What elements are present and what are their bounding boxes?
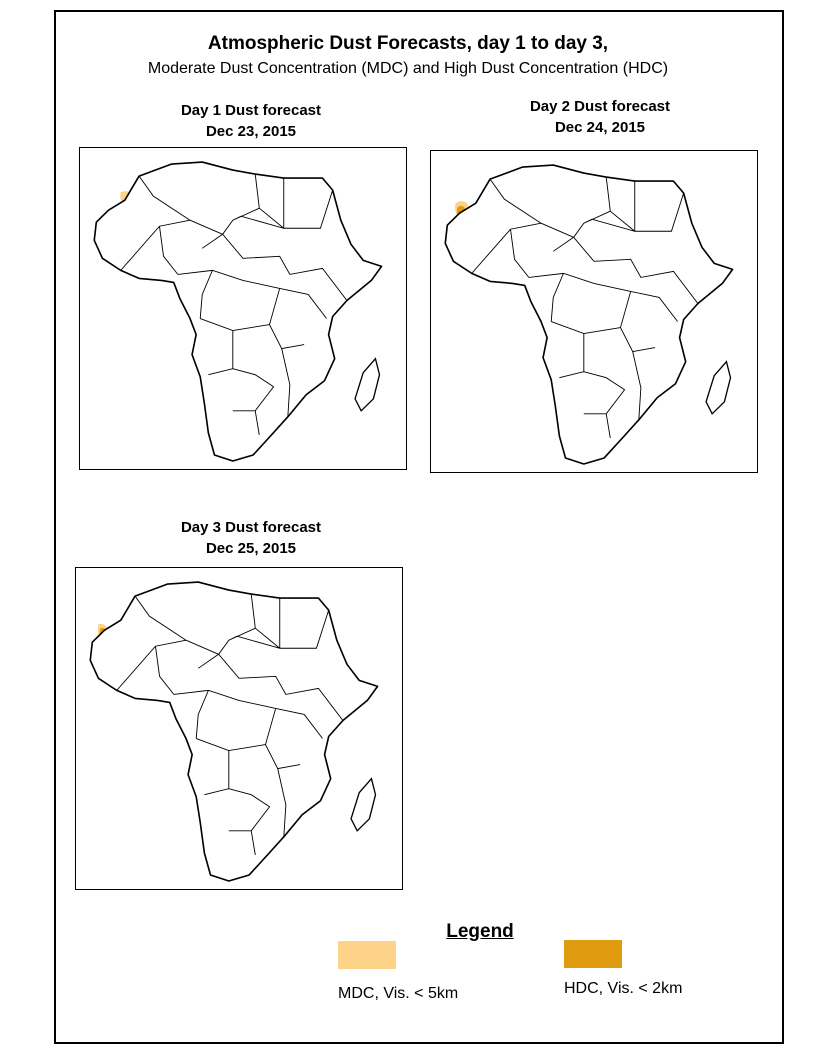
mdc-legend-label: MDC, Vis. < 5km xyxy=(338,985,459,1002)
day-2-map xyxy=(430,150,758,473)
panel-2-title: Day 2 Dust forecast Dec 24, 2015 xyxy=(430,96,770,138)
panel-2-heading: Day 2 Dust forecast xyxy=(529,98,671,115)
africa-outline xyxy=(444,164,734,465)
panel-3-date: Dec 25, 2015 xyxy=(205,540,297,557)
panel-3-title: Day 3 Dust forecast Dec 25, 2015 xyxy=(80,517,422,559)
day-3-africa-map xyxy=(89,581,379,882)
africa-outline xyxy=(89,581,379,882)
africa-outline xyxy=(93,161,383,462)
hdc-legend-label: HDC, Vis. < 2km xyxy=(564,980,683,997)
page-frame xyxy=(54,10,784,1044)
panel-3-heading: Day 3 Dust forecast xyxy=(180,519,322,536)
day-3-map xyxy=(75,567,403,890)
legend-title: Legend xyxy=(446,921,514,942)
page-title: Atmospheric Dust Forecasts, day 1 to day… xyxy=(207,33,609,54)
day-2-africa-map xyxy=(444,164,734,465)
day-1-africa-map xyxy=(93,161,383,462)
panel-1-title: Day 1 Dust forecast Dec 23, 2015 xyxy=(80,100,422,142)
panel-1-date: Dec 23, 2015 xyxy=(205,123,297,140)
hdc-legend-swatch xyxy=(564,940,622,968)
mdc-legend-swatch xyxy=(338,941,396,969)
page-subtitle: Moderate Dust Concentration (MDC) and Hi… xyxy=(147,60,669,77)
day-1-map xyxy=(79,147,407,470)
panel-1-heading: Day 1 Dust forecast xyxy=(180,102,322,119)
panel-2-date: Dec 24, 2015 xyxy=(554,119,646,136)
